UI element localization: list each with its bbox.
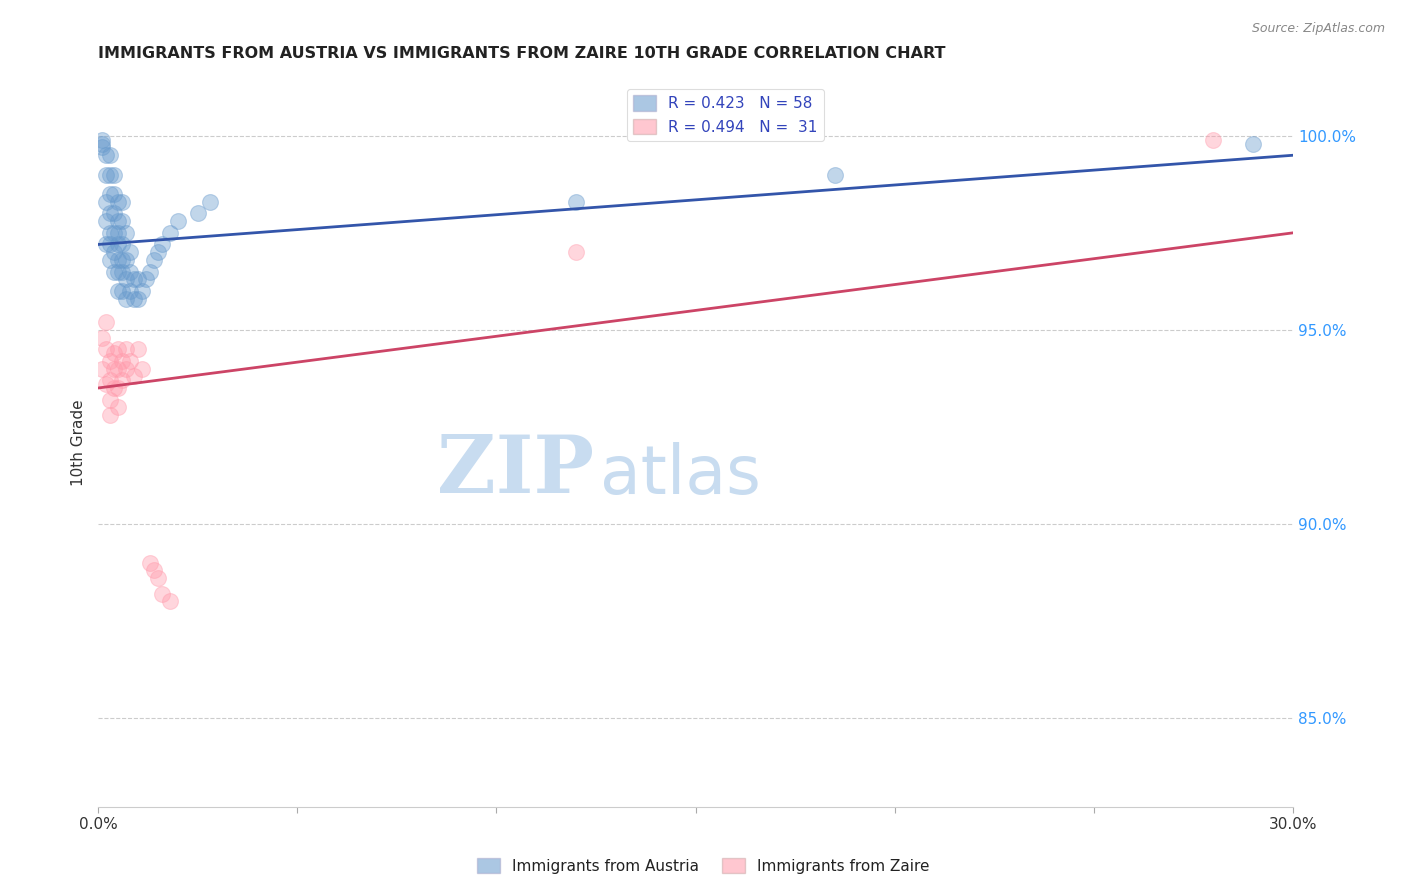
Point <box>98 148 121 162</box>
Point <box>107 343 129 357</box>
Point <box>94 168 117 182</box>
Point <box>94 377 117 392</box>
Point <box>115 272 138 286</box>
Point <box>103 168 125 182</box>
Point <box>111 194 134 209</box>
Point <box>94 315 117 329</box>
Point <box>91 140 114 154</box>
Point <box>115 361 138 376</box>
Point <box>103 361 125 376</box>
Point <box>115 252 138 267</box>
Point <box>1241 136 1264 151</box>
Point <box>107 226 129 240</box>
Point <box>122 272 145 286</box>
Point <box>1202 133 1225 147</box>
Y-axis label: 10th Grade: 10th Grade <box>72 399 86 485</box>
Text: Source: ZipAtlas.com: Source: ZipAtlas.com <box>1251 22 1385 36</box>
Point <box>98 237 121 252</box>
Point <box>139 265 162 279</box>
Point <box>91 330 114 344</box>
Point <box>94 237 117 252</box>
Point <box>111 354 134 368</box>
Point <box>122 369 145 384</box>
Point <box>118 284 141 298</box>
Point <box>111 237 134 252</box>
Point <box>107 252 129 267</box>
Point <box>91 136 114 151</box>
Point <box>115 226 138 240</box>
Point <box>107 265 129 279</box>
Point <box>103 265 125 279</box>
Point <box>127 343 149 357</box>
Point <box>159 594 181 608</box>
Point <box>565 194 588 209</box>
Point <box>111 373 134 387</box>
Point <box>111 265 134 279</box>
Point <box>98 354 121 368</box>
Point <box>135 272 157 286</box>
Point <box>91 361 114 376</box>
Point <box>142 563 165 577</box>
Point <box>107 401 129 415</box>
Point <box>103 226 125 240</box>
Point <box>107 284 129 298</box>
Point <box>122 292 145 306</box>
Point <box>111 214 134 228</box>
Text: IMMIGRANTS FROM AUSTRIA VS IMMIGRANTS FROM ZAIRE 10TH GRADE CORRELATION CHART: IMMIGRANTS FROM AUSTRIA VS IMMIGRANTS FR… <box>98 46 946 62</box>
Point <box>107 194 129 209</box>
Point <box>103 245 125 260</box>
Point <box>115 292 138 306</box>
Point <box>150 586 173 600</box>
Point <box>127 292 149 306</box>
Point <box>94 148 117 162</box>
Point <box>127 272 149 286</box>
Point <box>98 408 121 422</box>
Point <box>98 373 121 387</box>
Point <box>94 194 117 209</box>
Point <box>118 265 141 279</box>
Point <box>118 354 141 368</box>
Point <box>565 245 588 260</box>
Point <box>107 237 129 252</box>
Point <box>103 187 125 202</box>
Point <box>94 343 117 357</box>
Point <box>98 226 121 240</box>
Point <box>107 381 129 395</box>
Point <box>159 226 181 240</box>
Point <box>166 214 188 228</box>
Legend: R = 0.423   N = 58, R = 0.494   N =  31: R = 0.423 N = 58, R = 0.494 N = 31 <box>627 89 824 141</box>
Point <box>103 381 125 395</box>
Point <box>131 361 153 376</box>
Point <box>142 252 165 267</box>
Point <box>107 214 129 228</box>
Point <box>139 556 162 570</box>
Point <box>103 206 125 220</box>
Point <box>91 133 114 147</box>
Point <box>824 168 846 182</box>
Point <box>146 571 169 585</box>
Point <box>98 187 121 202</box>
Point <box>98 168 121 182</box>
Point <box>98 252 121 267</box>
Point <box>131 284 153 298</box>
Point <box>146 245 169 260</box>
Point <box>111 252 134 267</box>
Point <box>118 245 141 260</box>
Legend: Immigrants from Austria, Immigrants from Zaire: Immigrants from Austria, Immigrants from… <box>471 852 935 880</box>
Point <box>150 237 173 252</box>
Point <box>107 361 129 376</box>
Text: atlas: atlas <box>600 442 761 508</box>
Point <box>198 194 221 209</box>
Point <box>94 214 117 228</box>
Point <box>98 392 121 407</box>
Point <box>187 206 209 220</box>
Point <box>111 284 134 298</box>
Text: ZIP: ZIP <box>437 433 593 510</box>
Point <box>103 346 125 360</box>
Point <box>98 206 121 220</box>
Point <box>115 343 138 357</box>
